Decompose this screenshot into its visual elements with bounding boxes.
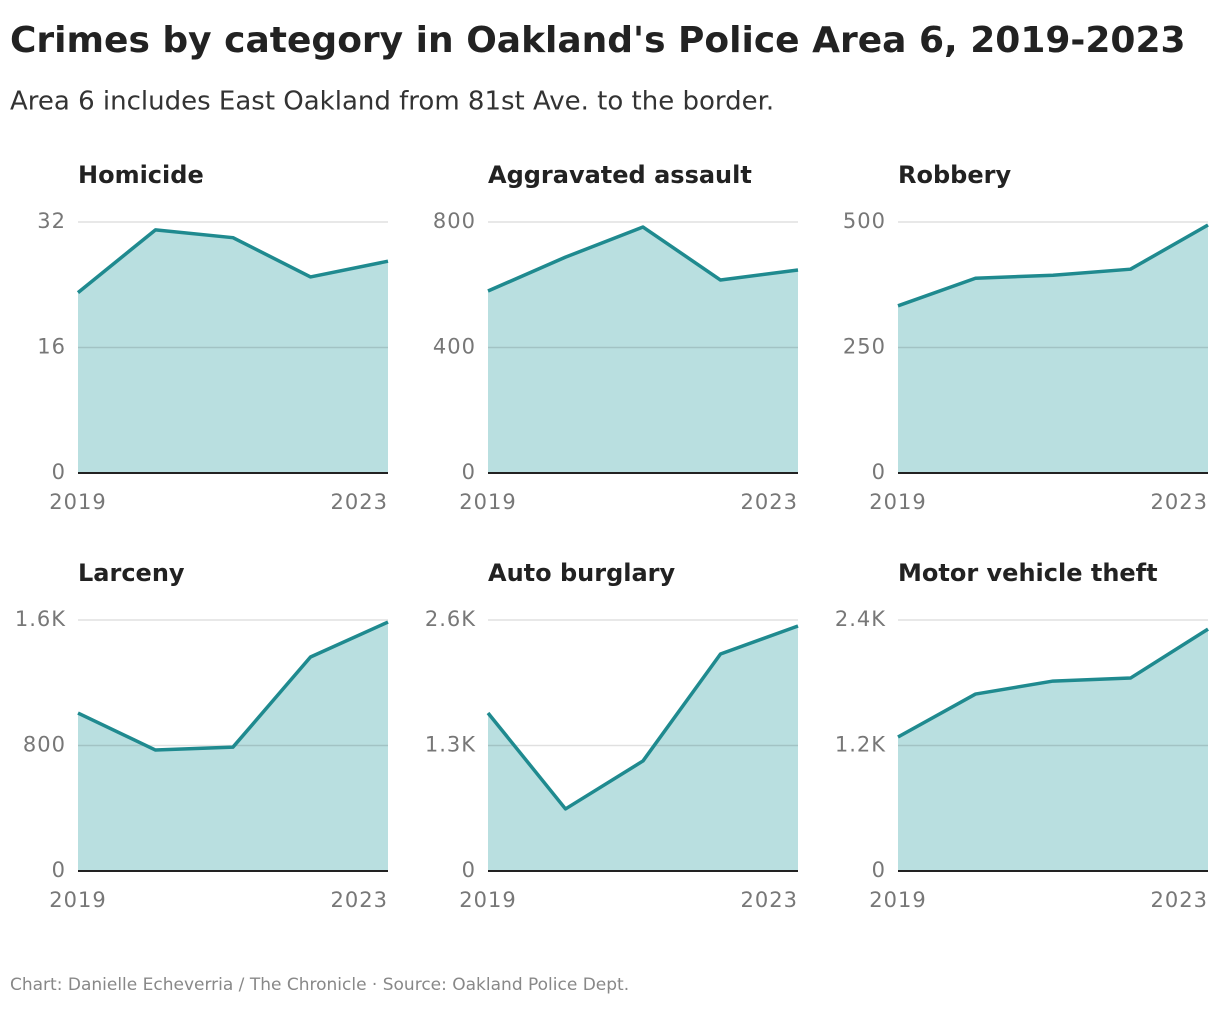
y-tick-label: 0 [872, 858, 886, 882]
x-tick-label: 2023 [741, 888, 798, 912]
area [898, 225, 1208, 473]
x-tick-label: 2023 [1151, 888, 1208, 912]
source-note: Chart: Danielle Echeverria / The Chronic… [10, 975, 629, 995]
panel-title: Homicide [78, 161, 204, 189]
x-tick-label: 2019 [869, 490, 926, 514]
line [486, 624, 799, 811]
x-tick-label: 2019 [459, 490, 516, 514]
y-tick-label: 1.3K [425, 733, 476, 757]
area [78, 622, 388, 871]
y-tick-label: 2.4K [835, 607, 886, 631]
y-tick-label: 0 [462, 460, 476, 484]
panel-title: Motor vehicle theft [898, 559, 1158, 587]
line [487, 225, 799, 293]
x-tick-label: 2023 [331, 888, 388, 912]
area [898, 629, 1208, 871]
panel-title: Aggravated assault [488, 161, 752, 189]
x-tick-label: 2019 [49, 888, 106, 912]
line [897, 627, 1209, 739]
chart-subtitle: Area 6 includes East Oakland from 81st A… [10, 87, 774, 117]
y-tick-label: 800 [433, 209, 476, 233]
y-tick-label: 1.6K [15, 607, 66, 631]
x-tick-label: 2019 [459, 888, 516, 912]
y-tick-label: 0 [462, 858, 476, 882]
y-tick-label: 500 [843, 209, 886, 233]
area [78, 229, 388, 473]
y-tick-label: 0 [872, 460, 886, 484]
panel-title: Robbery [898, 161, 1011, 189]
area [488, 625, 798, 871]
line [77, 620, 389, 752]
y-tick-label: 0 [52, 858, 66, 882]
line [76, 228, 389, 294]
x-tick-label: 2023 [741, 490, 798, 514]
panel-title: Larceny [78, 559, 185, 587]
x-tick-label: 2023 [1151, 490, 1208, 514]
panel-title: Auto burglary [488, 559, 676, 587]
y-tick-label: 2.6K [425, 607, 476, 631]
area [488, 227, 798, 473]
y-tick-label: 1.2K [835, 733, 886, 757]
y-tick-label: 16 [37, 335, 66, 359]
line [897, 223, 1209, 308]
y-tick-label: 0 [52, 460, 66, 484]
x-tick-label: 2019 [869, 888, 926, 912]
y-tick-label: 800 [23, 733, 66, 757]
y-tick-label: 400 [433, 335, 476, 359]
chart-title: Crimes by category in Oakland's Police A… [10, 20, 1186, 61]
x-tick-label: 2023 [331, 490, 388, 514]
x-tick-label: 2019 [49, 490, 106, 514]
y-tick-label: 32 [37, 209, 66, 233]
y-tick-label: 250 [843, 335, 886, 359]
